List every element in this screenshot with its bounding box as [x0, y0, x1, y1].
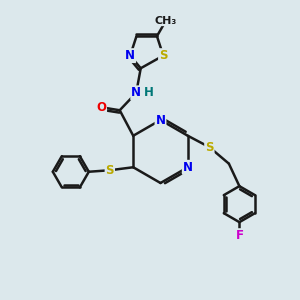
Text: S: S: [205, 141, 214, 154]
Text: N: N: [155, 113, 166, 127]
Text: S: S: [159, 49, 167, 62]
Text: F: F: [236, 229, 243, 242]
Text: N: N: [125, 49, 135, 62]
Text: N: N: [131, 86, 141, 99]
Text: CH₃: CH₃: [155, 16, 177, 26]
Text: S: S: [106, 164, 114, 177]
Text: N: N: [183, 161, 193, 174]
Text: H: H: [144, 86, 154, 99]
Text: O: O: [96, 101, 106, 114]
